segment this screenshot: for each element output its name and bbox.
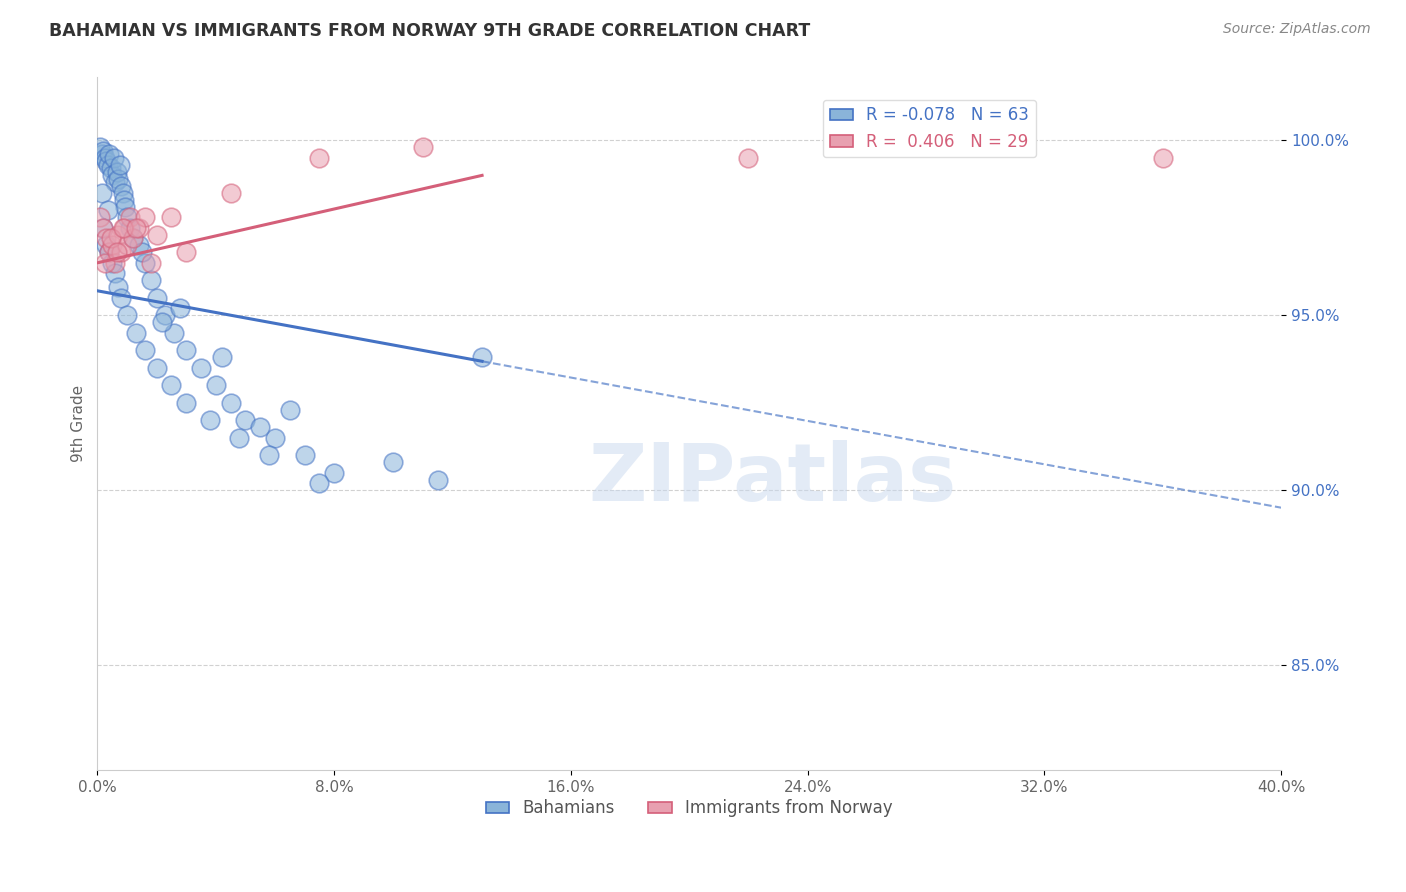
Point <box>97 158 120 172</box>
Point <box>118 220 141 235</box>
Point <box>98 245 121 260</box>
Point <box>382 455 405 469</box>
Point <box>115 211 138 225</box>
Point <box>145 291 167 305</box>
Point <box>100 161 122 176</box>
Point <box>111 220 134 235</box>
Point <box>96 154 118 169</box>
Point <box>121 231 143 245</box>
Point <box>104 256 127 270</box>
Point <box>111 186 134 200</box>
Point <box>155 308 177 322</box>
Point <box>134 256 156 270</box>
Point <box>101 169 124 183</box>
Point <box>94 151 117 165</box>
Point <box>219 395 242 409</box>
Point <box>131 245 153 260</box>
Point <box>125 220 148 235</box>
Point <box>198 413 221 427</box>
Point <box>89 211 111 225</box>
Point <box>174 395 197 409</box>
Point <box>110 245 132 260</box>
Point <box>91 220 114 235</box>
Y-axis label: 9th Grade: 9th Grade <box>72 385 86 462</box>
Text: ZIPatlas: ZIPatlas <box>588 440 956 518</box>
Point <box>323 466 346 480</box>
Point <box>139 256 162 270</box>
Point <box>101 256 124 270</box>
Point <box>89 140 111 154</box>
Point <box>145 227 167 242</box>
Point <box>169 301 191 316</box>
Point <box>134 211 156 225</box>
Point <box>101 238 124 252</box>
Point <box>128 238 150 252</box>
Point <box>152 315 174 329</box>
Point <box>160 211 183 225</box>
Point <box>98 245 121 260</box>
Point <box>121 231 143 245</box>
Text: BAHAMIAN VS IMMIGRANTS FROM NORWAY 9TH GRADE CORRELATION CHART: BAHAMIAN VS IMMIGRANTS FROM NORWAY 9TH G… <box>49 22 810 40</box>
Point <box>959 140 981 154</box>
Point <box>134 343 156 358</box>
Point <box>426 473 449 487</box>
Point <box>91 220 114 235</box>
Point <box>100 231 122 245</box>
Point <box>219 186 242 200</box>
Point <box>128 220 150 235</box>
Point <box>737 151 759 165</box>
Point <box>105 245 128 260</box>
Point <box>104 175 127 189</box>
Point <box>308 476 330 491</box>
Point <box>107 280 129 294</box>
Point <box>278 402 301 417</box>
Point <box>1152 151 1174 165</box>
Point <box>115 238 138 252</box>
Point <box>204 378 226 392</box>
Point <box>228 431 250 445</box>
Point <box>112 220 135 235</box>
Point <box>174 245 197 260</box>
Point <box>125 326 148 340</box>
Point <box>145 360 167 375</box>
Point <box>110 178 132 193</box>
Point <box>174 343 197 358</box>
Point <box>107 172 129 186</box>
Point <box>190 360 212 375</box>
Point <box>308 151 330 165</box>
Point <box>233 413 256 427</box>
Point <box>107 227 129 242</box>
Point <box>108 158 131 172</box>
Point <box>96 231 118 245</box>
Point <box>118 211 141 225</box>
Point <box>211 351 233 365</box>
Point <box>412 140 434 154</box>
Point <box>163 326 186 340</box>
Legend: Bahamians, Immigrants from Norway: Bahamians, Immigrants from Norway <box>479 793 900 824</box>
Point <box>294 448 316 462</box>
Text: Source: ZipAtlas.com: Source: ZipAtlas.com <box>1223 22 1371 37</box>
Point <box>104 266 127 280</box>
Point <box>96 238 118 252</box>
Point <box>91 144 114 158</box>
Point <box>264 431 287 445</box>
Point <box>471 351 494 365</box>
Point <box>103 151 125 165</box>
Point <box>90 147 112 161</box>
Point <box>105 165 128 179</box>
Point <box>112 193 135 207</box>
Point <box>97 203 120 218</box>
Point <box>249 420 271 434</box>
Point <box>115 308 138 322</box>
Point <box>139 273 162 287</box>
Point <box>110 291 132 305</box>
Point <box>257 448 280 462</box>
Point <box>90 186 112 200</box>
Point <box>160 378 183 392</box>
Point <box>98 147 121 161</box>
Point <box>94 256 117 270</box>
Point <box>114 200 136 214</box>
